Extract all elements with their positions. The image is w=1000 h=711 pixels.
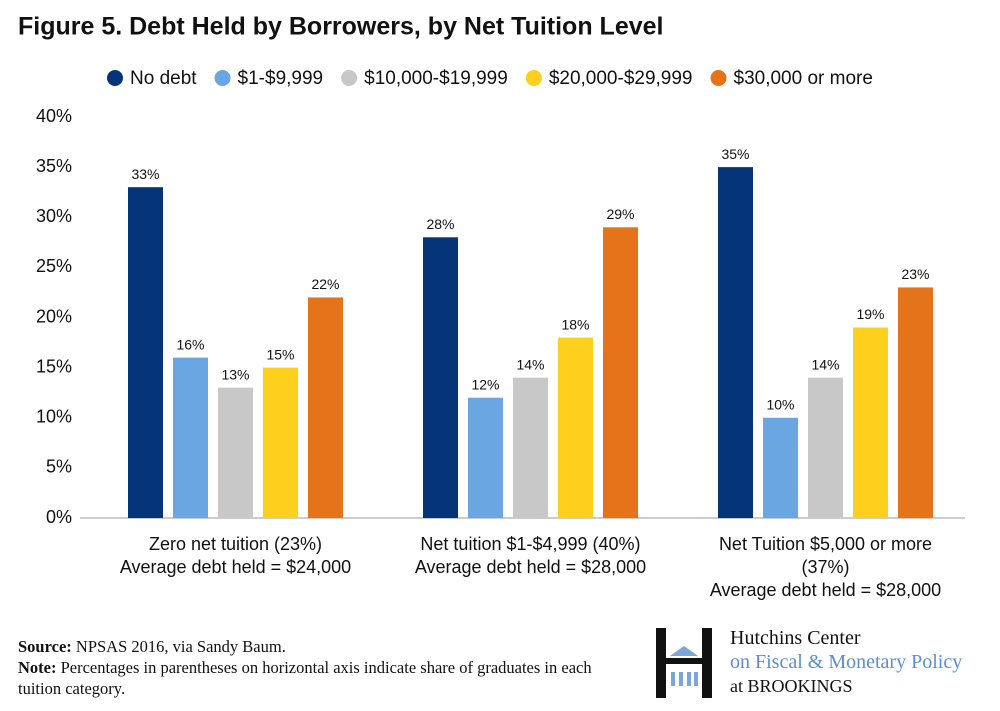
legend-label: $30,000 or more [734, 68, 873, 89]
legend-marker [525, 70, 542, 86]
footer: Source: NPSAS 2016, via Sandy Baum. Note… [18, 636, 618, 699]
data-label: 10% [766, 396, 794, 412]
y-tick-label: 5% [46, 457, 72, 477]
bar [263, 367, 298, 518]
note-label: Note: [18, 658, 57, 677]
bar [468, 397, 503, 518]
legend-marker [214, 70, 231, 86]
data-label: 28% [426, 216, 454, 232]
y-tick-label: 10% [36, 407, 72, 427]
chart-title: Figure 5. Debt Held by Borrowers, by Net… [18, 13, 663, 41]
logo-line: Hutchins Center [730, 627, 861, 649]
note: Note: Percentages in parentheses on hori… [18, 657, 618, 699]
logo-icon [656, 628, 712, 698]
data-label: 22% [311, 276, 339, 292]
x-tick-label: Net Tuition $5,000 or more (37%) Average d… [710, 534, 941, 600]
bar [603, 227, 638, 518]
legend-label: $20,000-$29,999 [549, 68, 693, 89]
bar [218, 387, 253, 518]
y-tick-label: 20% [36, 306, 72, 326]
legend-marker [341, 70, 358, 86]
source-label: Source: [18, 637, 72, 656]
legend-label: No debt [130, 68, 197, 89]
data-label: 33% [131, 166, 159, 182]
bar [173, 357, 208, 518]
data-label: 29% [606, 206, 634, 222]
bar [718, 167, 753, 518]
bar [808, 377, 843, 518]
x-tick-label: Net tuition $1-$4,999 (40%) Average debt … [415, 534, 646, 577]
data-label: 19% [856, 306, 884, 322]
note-text: Percentages in parentheses on horizontal… [18, 658, 592, 698]
y-tick-label: 40% [36, 106, 72, 126]
data-label: 23% [901, 266, 929, 282]
data-label: 13% [221, 366, 249, 382]
legend-marker [107, 70, 123, 86]
bar [558, 337, 593, 518]
data-label: 35% [721, 146, 749, 162]
y-tick-label: 0% [46, 507, 72, 527]
y-tick-label: 35% [36, 156, 72, 176]
y-tick-label: 30% [36, 206, 72, 226]
data-label: 12% [471, 376, 499, 392]
data-label: 16% [176, 336, 204, 352]
data-label: 18% [561, 316, 589, 332]
data-label: 14% [811, 356, 839, 372]
source-text: NPSAS 2016, via Sandy Baum. [75, 637, 286, 656]
source: Source: NPSAS 2016, via Sandy Baum. [18, 636, 618, 657]
bar [128, 187, 163, 519]
y-tick-label: 15% [36, 356, 72, 376]
logo: Hutchins Center on Fiscal & Monetary Pol… [730, 626, 962, 698]
logo-line: on Fiscal & Monetary Policy [730, 651, 963, 673]
data-label: 14% [516, 356, 544, 372]
bar [513, 377, 548, 518]
chart: Figure 5. Debt Held by Borrowers, by Net… [18, 13, 965, 600]
logo-line: at BROOKINGS [730, 676, 853, 696]
legend-label: $10,000-$19,999 [364, 68, 508, 89]
legend-marker [710, 70, 727, 86]
bar [423, 237, 458, 519]
bar [763, 417, 798, 518]
bar [898, 287, 933, 518]
y-tick-label: 25% [36, 256, 72, 276]
x-tick-label: Zero net tuition (23%) Average debt held … [120, 534, 351, 577]
bar [853, 327, 888, 518]
legend-label: $1-$9,999 [238, 68, 324, 89]
data-label: 15% [266, 346, 294, 362]
bar [308, 297, 343, 518]
